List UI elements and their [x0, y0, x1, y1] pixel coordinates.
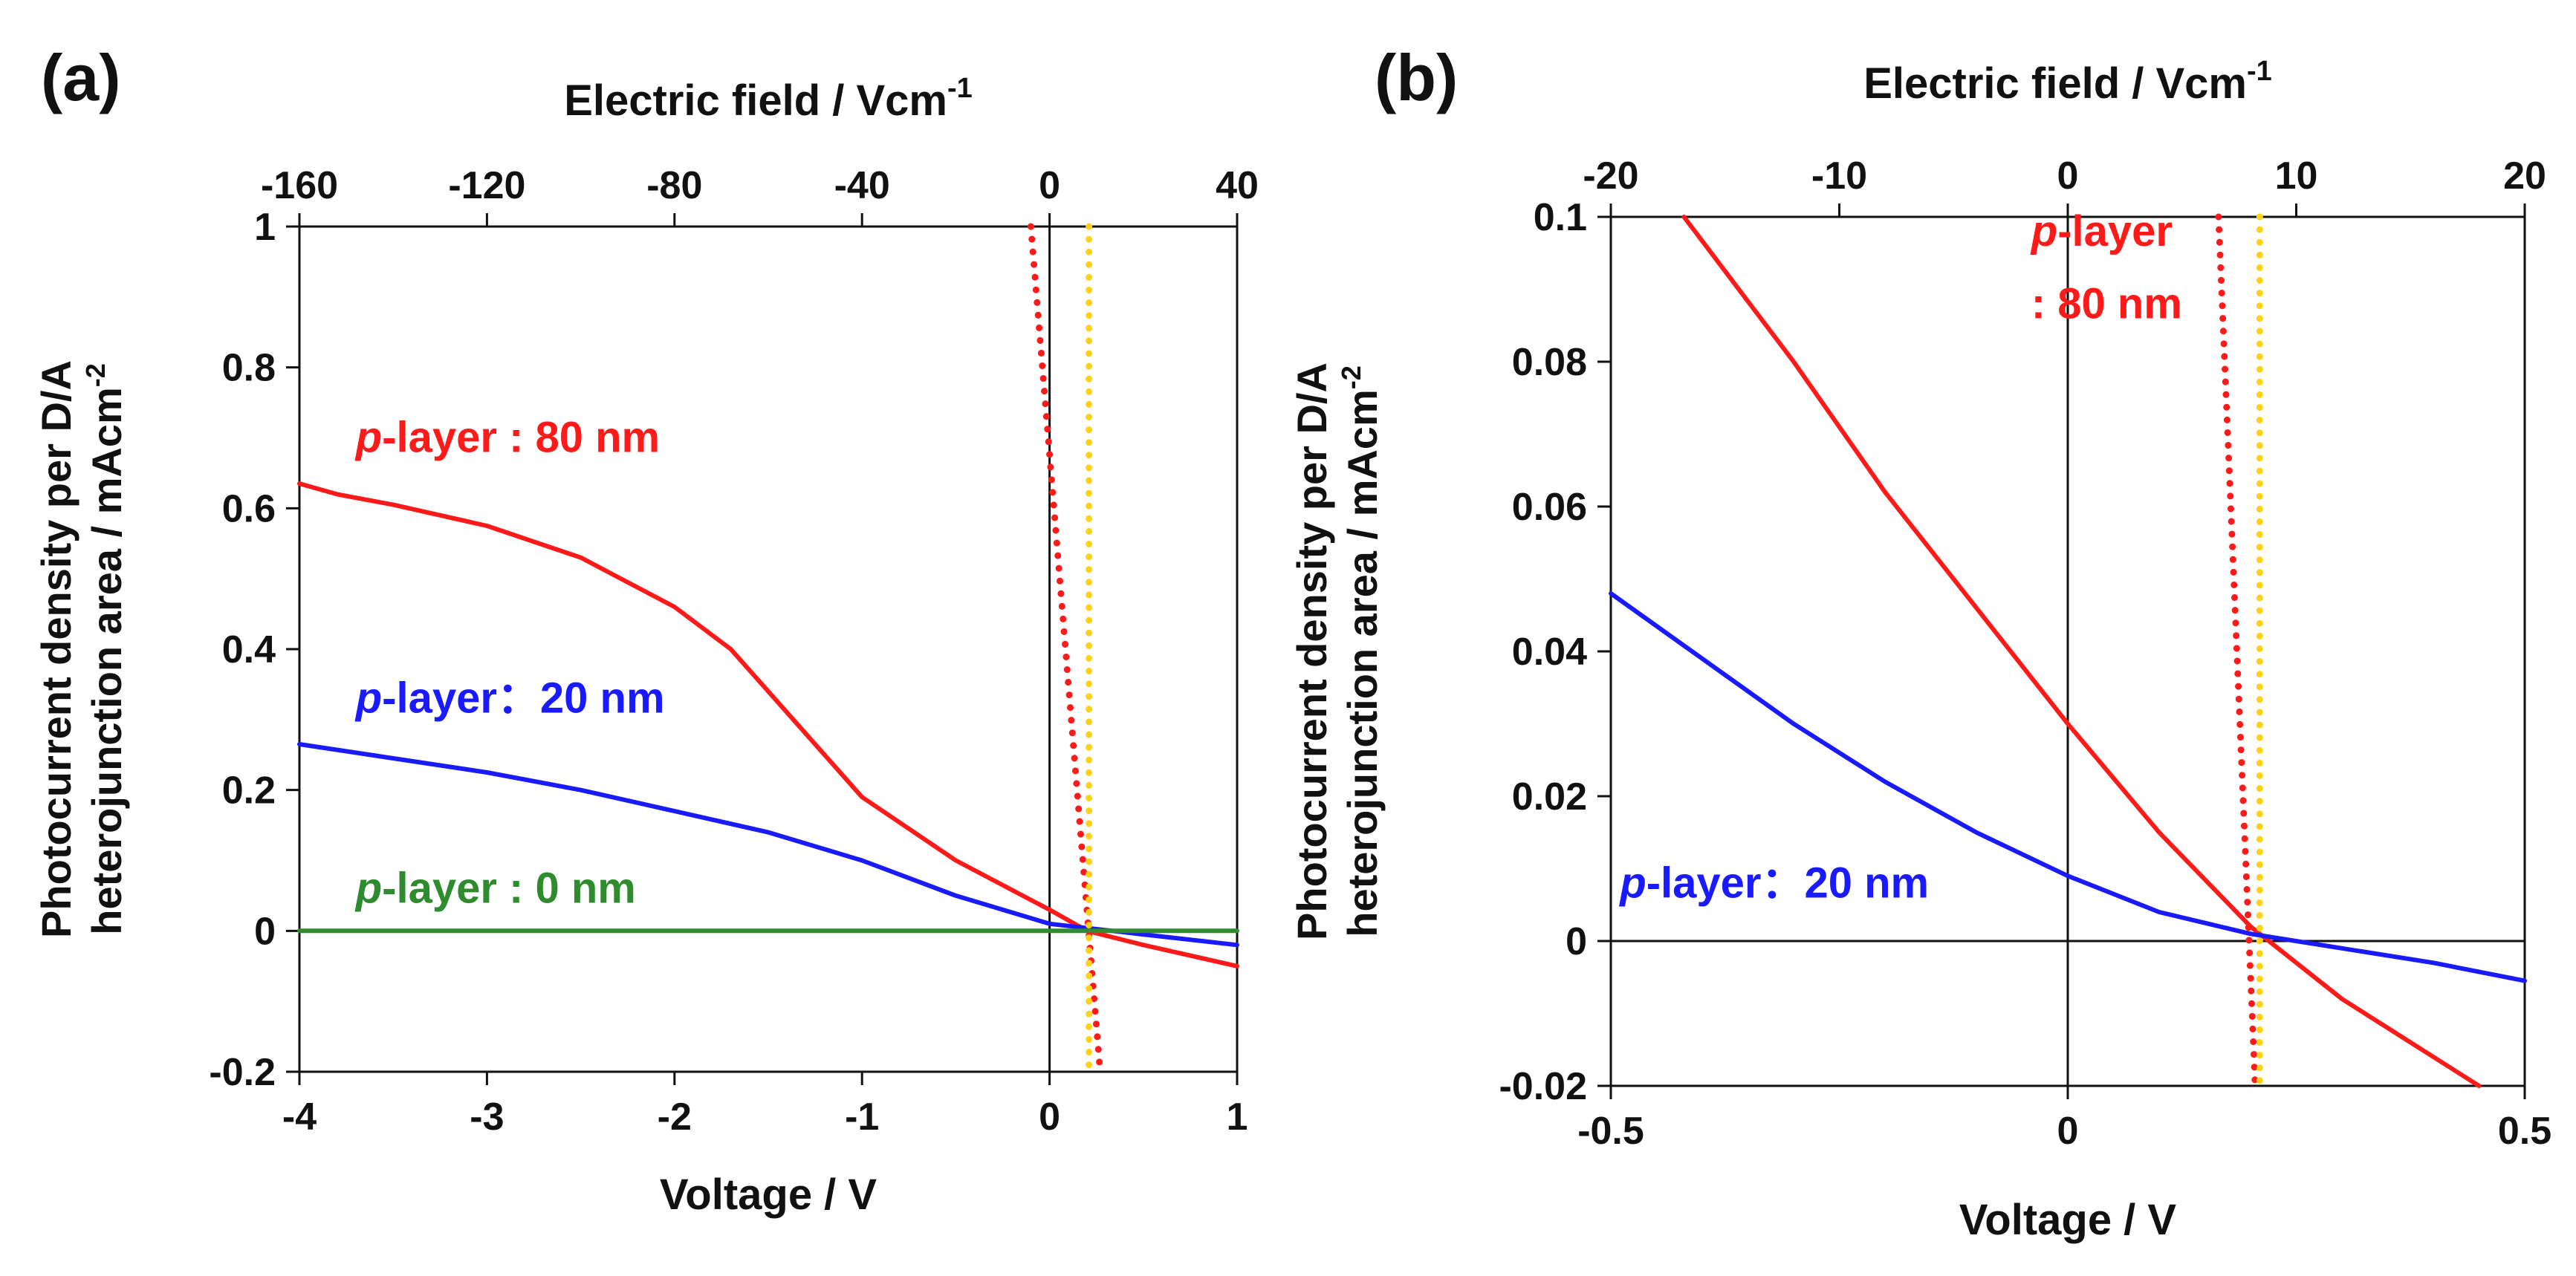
x2-axis-label-text: Electric field / Vcm [564, 77, 947, 125]
annotation-text: -layer [2057, 207, 2173, 255]
x2-tick-label: -120 [448, 164, 525, 207]
annotation-italic: p [354, 864, 382, 912]
y-tick-label: 0.6 [222, 487, 276, 530]
x-tick-label: 0 [2057, 1110, 2079, 1153]
annotation-italic: p [1618, 859, 1646, 908]
x-tick-label: -1 [845, 1096, 879, 1139]
y-tick-label: 0 [1566, 920, 1587, 963]
y-tick-label: 0.4 [222, 628, 276, 671]
annotation-text: -layer : 80 nm [382, 413, 660, 461]
x2-tick-label: -80 [646, 164, 702, 207]
series-annotation: p-layer：20 nm [1618, 859, 1929, 908]
x-axis-label: Voltage / V [660, 1171, 877, 1219]
series-line-1 [297, 742, 1239, 948]
x2-tick-label: -10 [1811, 154, 1867, 198]
x-tick-label: -2 [658, 1096, 692, 1139]
series-line-1 [1609, 591, 2527, 983]
x2-tick-label: 40 [1216, 164, 1259, 207]
y-tick-label: -0.2 [209, 1051, 276, 1094]
y-tick-label: 1 [254, 206, 276, 249]
x2-axis-label-superscript: -1 [2247, 56, 2272, 87]
red-dotted-line [2215, 213, 2259, 1090]
annotation-text: -layer：20 nm [1647, 859, 1929, 908]
x2-tick-label: -40 [834, 164, 890, 207]
y-axis-label-line2: heterojunction area / mAcm-2 [80, 363, 130, 935]
series-annotation: p-layer：20 nm [354, 674, 665, 722]
y-tick-label: 0.2 [222, 769, 276, 813]
x2-axis-label-text: Electric field / Vcm [1863, 59, 2247, 108]
chart-panel-b: -0.5 0 0.5 -20 -10 0 10 20 -0.02 0 0.02 0.04 0.06 0.0… [1288, 41, 2551, 1244]
x-tick-label: -0.5 [1577, 1110, 1644, 1153]
x-tick-label: 0 [1039, 1096, 1060, 1139]
x-tick-label: -3 [470, 1096, 504, 1139]
series-annotation: p-layer : 0 nm [354, 864, 636, 912]
annotation-italic: p [354, 413, 382, 461]
y-axis-label-line1: Photocurrent density per D/A [33, 360, 80, 938]
x2-axis-label: Electric field / Vcm-1 [564, 73, 973, 125]
y-tick-label: 0 [254, 910, 276, 953]
x2-tick-label: 10 [2275, 154, 2318, 198]
series-line-0 [1681, 215, 2482, 1088]
red-dotted-line [1027, 223, 1104, 1075]
annotation-italic: p [2030, 207, 2057, 255]
panel-label: (b) [1375, 41, 1458, 114]
x2-axis-label-superscript: -1 [947, 73, 973, 104]
y-tick-label: -0.02 [1499, 1065, 1587, 1108]
plot-frame [298, 225, 1239, 1073]
y-axis-label-line2-text: heterojunction area / mAcm [1339, 389, 1386, 937]
x2-tick-label: 20 [2503, 154, 2546, 198]
y-tick-label: 0.04 [1512, 631, 1587, 674]
y-axis-label-line2-text: heterojunction area / mAcm [83, 387, 130, 935]
y-tick-label: 0.1 [1534, 196, 1587, 239]
x2-tick-label: 0 [2057, 154, 2079, 198]
x2-tick-label: 0 [1039, 164, 1060, 207]
x-axis-label: Voltage / V [1959, 1196, 2177, 1244]
y-tick-label: 0.08 [1512, 341, 1587, 384]
annotation-text: -layer : 0 nm [382, 864, 636, 912]
y-tick-label: 0.06 [1512, 486, 1587, 529]
annotation-text: -layer：20 nm [382, 674, 664, 722]
x2-axis-label: Electric field / Vcm-1 [1863, 56, 2272, 108]
panel-label: (a) [41, 41, 121, 114]
annotation-text: : 80 nm [2031, 280, 2182, 328]
series-line-0 [297, 481, 1239, 969]
series-annotation: p-layer [2030, 207, 2173, 255]
x-tick-label: 1 [1227, 1096, 1248, 1139]
y-tick-label: 0.8 [222, 347, 276, 390]
y-tick-label: 0.02 [1512, 775, 1587, 818]
y-axis-label-superscript: -2 [80, 363, 111, 387]
chart-panel-a: -4 -3 -2 -1 0 1-160 -120 -80 -40 0 40-0.200.20.40.… [33, 41, 1259, 1219]
annotation-italic: p [354, 674, 382, 722]
series-annotation: : 80 nm [2031, 280, 2182, 328]
x-tick-label: 0.5 [2498, 1110, 2551, 1153]
x2-tick-label: -20 [1583, 154, 1638, 198]
y-axis-label-line1: Photocurrent density per D/A [1288, 362, 1335, 940]
y-axis-label-superscript: -2 [1336, 365, 1366, 389]
x-tick-label: -4 [282, 1096, 317, 1139]
y-axis-label-line2: heterojunction area / mAcm-2 [1336, 365, 1386, 937]
x2-tick-label: -160 [261, 164, 338, 207]
series-annotation: p-layer : 80 nm [354, 413, 660, 461]
